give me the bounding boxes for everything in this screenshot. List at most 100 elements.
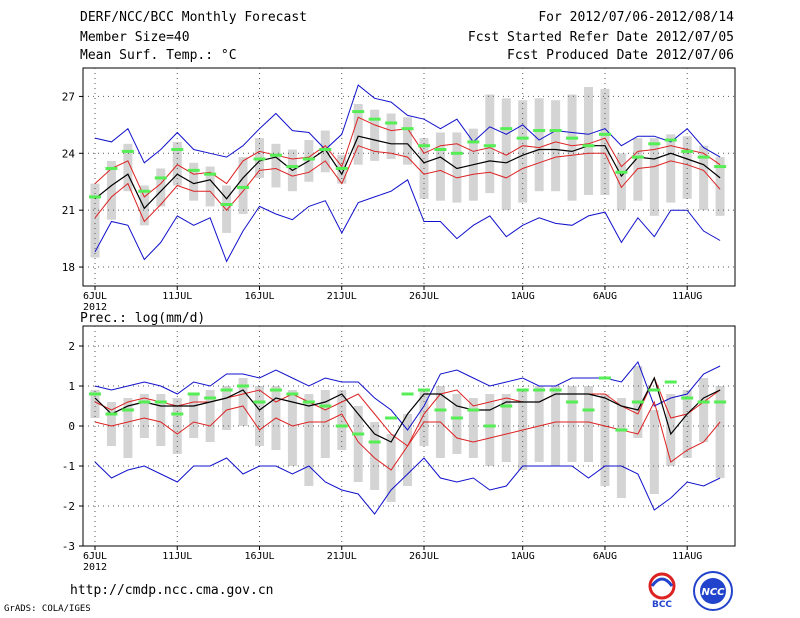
ensemble-box — [156, 394, 166, 446]
ensemble-box — [238, 157, 248, 214]
x-tick-label: 21JUL — [327, 291, 357, 302]
y-tick-label: -3 — [62, 540, 75, 553]
ensemble-box — [205, 166, 215, 207]
fcst-produced-date: Fcst Produced Date 2012/07/06 — [507, 48, 734, 63]
series-min-line — [94, 457, 721, 515]
ncc-logo: NCC — [693, 571, 733, 611]
series-min-line — [94, 179, 721, 263]
ensemble-box — [123, 143, 133, 192]
ensemble-box — [320, 390, 330, 458]
source-url[interactable]: http://cmdp.ncc.cma.gov.cn — [70, 583, 274, 598]
ensemble-box — [106, 402, 116, 446]
y-tick-label: 2 — [68, 340, 75, 353]
series-max-line — [94, 84, 721, 164]
grads-credit: GrADS: COLA/IGES — [4, 604, 91, 614]
ensemble-box — [403, 117, 413, 165]
series-lower-line — [94, 145, 721, 223]
ensemble-box — [337, 390, 347, 450]
ensemble-box — [90, 390, 100, 418]
series-mean-line — [94, 135, 721, 210]
x-tick-label: 26JUL — [409, 291, 439, 302]
x-tick-label: 21JUL — [327, 551, 357, 562]
ensemble-box — [649, 410, 659, 494]
variable-label: Mean Surf. Temp.: °C — [80, 48, 237, 63]
ensemble-box — [139, 185, 149, 226]
x-tick-label: 11AUG — [672, 291, 702, 302]
ensemble-box — [600, 394, 610, 486]
ncc-logo-text: NCC — [701, 587, 725, 598]
ensemble-box — [551, 386, 561, 466]
ensemble-box — [715, 157, 725, 216]
ensemble-box — [370, 109, 380, 161]
ensemble-box — [271, 143, 281, 188]
ensemble-box — [600, 88, 610, 196]
ensemble-box — [222, 185, 232, 233]
ensemble-box — [501, 98, 511, 211]
ensemble-box — [485, 394, 495, 466]
ensemble-box — [699, 145, 709, 211]
x-tick-label: 16JUL — [244, 551, 274, 562]
series-upper-line — [94, 376, 721, 447]
x-tick-label: 11JUL — [162, 291, 192, 302]
ensemble-box — [452, 132, 462, 203]
ensemble-box — [715, 386, 725, 478]
ensemble-box — [534, 386, 544, 462]
x-tick-label: 1AUG — [511, 551, 535, 562]
y-tick-label: 18 — [62, 261, 75, 274]
x-tick-label: 16JUL — [244, 291, 274, 302]
ensemble-box — [238, 378, 248, 426]
ensemble-box — [353, 406, 363, 482]
bcc-logo: BCC — [648, 572, 676, 610]
y-tick-label: 21 — [62, 204, 75, 217]
ensemble-box — [501, 394, 511, 462]
ensemble-box — [468, 398, 478, 458]
x-tick-label: 2012 — [83, 302, 107, 313]
ensemble-box — [666, 394, 676, 466]
ensemble-box — [304, 394, 314, 486]
x-tick-label: 26JUL — [409, 551, 439, 562]
y-tick-label: 1 — [68, 380, 75, 393]
series-mean-line — [94, 376, 721, 443]
y-tick-label: 27 — [62, 90, 75, 103]
ensemble-box — [435, 132, 445, 201]
x-tick-label: 1AUG — [511, 291, 535, 302]
ensemble-box — [90, 183, 100, 258]
ensemble-box — [616, 398, 626, 498]
x-tick-label: 11JUL — [162, 551, 192, 562]
ensemble-box — [452, 394, 462, 454]
ensemble-box — [419, 390, 429, 446]
ensemble-box — [682, 390, 692, 458]
ensemble-box — [616, 153, 626, 211]
x-tick-label: 11AUG — [672, 551, 702, 562]
ensemble-box — [123, 398, 133, 458]
ensemble-box — [205, 390, 215, 442]
chart-title: DERF/NCC/BCC Monthly Forecast — [80, 10, 307, 25]
ensemble-box — [139, 394, 149, 438]
fcst-started-date: Fcst Started Refer Date 2012/07/05 — [467, 30, 734, 45]
ensemble-box — [189, 162, 199, 201]
ensemble-box — [386, 434, 396, 502]
ensemble-box — [370, 422, 380, 490]
ensemble-box — [106, 160, 116, 220]
y-tick-label: 24 — [62, 147, 76, 160]
forecast-period: For 2012/07/06-2012/08/14 — [538, 10, 734, 25]
ensemble-box — [666, 134, 676, 203]
ensemble-box — [287, 390, 297, 466]
ensemble-box — [567, 386, 577, 462]
x-tick-label: 6JUL — [83, 291, 107, 302]
ensemble-box — [534, 98, 544, 192]
member-size: Member Size=40 — [80, 30, 190, 45]
y-tick-label: 0 — [68, 420, 75, 433]
bcc-logo-text: BCC — [652, 600, 672, 610]
ensemble-box — [485, 94, 495, 194]
ensemble-box — [518, 100, 528, 203]
precip-title: Prec.: log(mm/d) — [80, 311, 205, 326]
x-tick-label: 6AUG — [593, 291, 617, 302]
ensemble-box — [386, 113, 396, 159]
ensemble-box — [682, 136, 692, 199]
ensemble-box — [649, 138, 659, 216]
ensemble-box — [403, 414, 413, 486]
